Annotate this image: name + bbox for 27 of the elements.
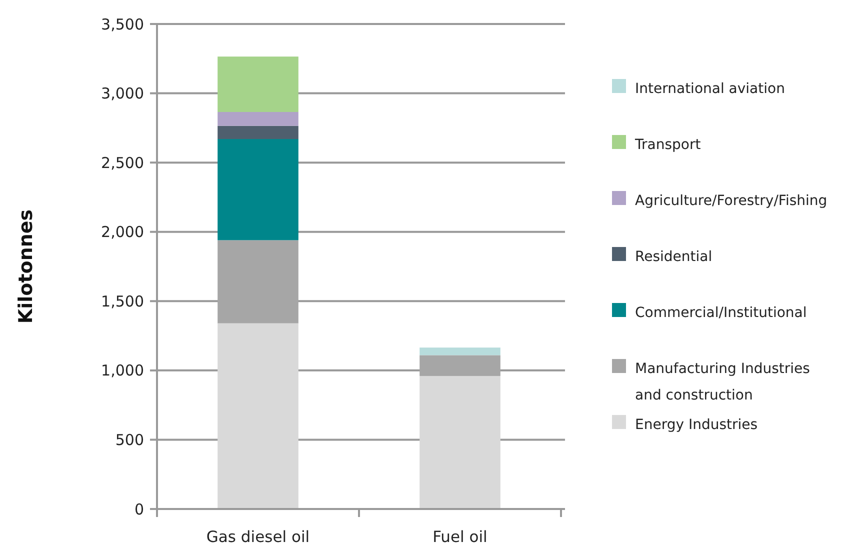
- y-tick-label: 3,000: [101, 84, 144, 103]
- legend-label: Transport: [634, 136, 702, 153]
- y-tick-label: 2,500: [101, 154, 144, 172]
- bar: [218, 240, 298, 324]
- y-tick-label: 0: [134, 500, 144, 518]
- bar: [218, 56, 298, 112]
- y-tick-label: 1,000: [101, 362, 144, 380]
- y-tick-label: 2,000: [101, 223, 144, 242]
- x-tick-label: Fuel oil: [432, 528, 488, 546]
- bar: [218, 139, 298, 240]
- y-tick-label: 1,500: [101, 292, 144, 310]
- legend-label: Commercial/Institutional: [635, 304, 807, 321]
- x-tick-label: Gas diesel oil: [206, 528, 310, 546]
- legend-label: Energy Industries: [635, 416, 758, 433]
- bar: [420, 355, 500, 376]
- bar: [420, 376, 500, 509]
- bar: [420, 348, 500, 356]
- y-tick-label: 3,500: [101, 15, 144, 34]
- legend-label: Agriculture/Forestry/Fishing: [635, 192, 828, 209]
- bar: [218, 126, 298, 140]
- legend-label: Residential: [635, 248, 712, 265]
- y-tick-label: 500: [115, 430, 144, 449]
- legend-label: International aviation: [635, 80, 785, 97]
- legend-label: Manufacturing Industries and construction: [635, 360, 810, 404]
- bar: [218, 112, 298, 126]
- y-axis-title: Kilotonnes: [15, 209, 37, 324]
- bar: [218, 323, 298, 509]
